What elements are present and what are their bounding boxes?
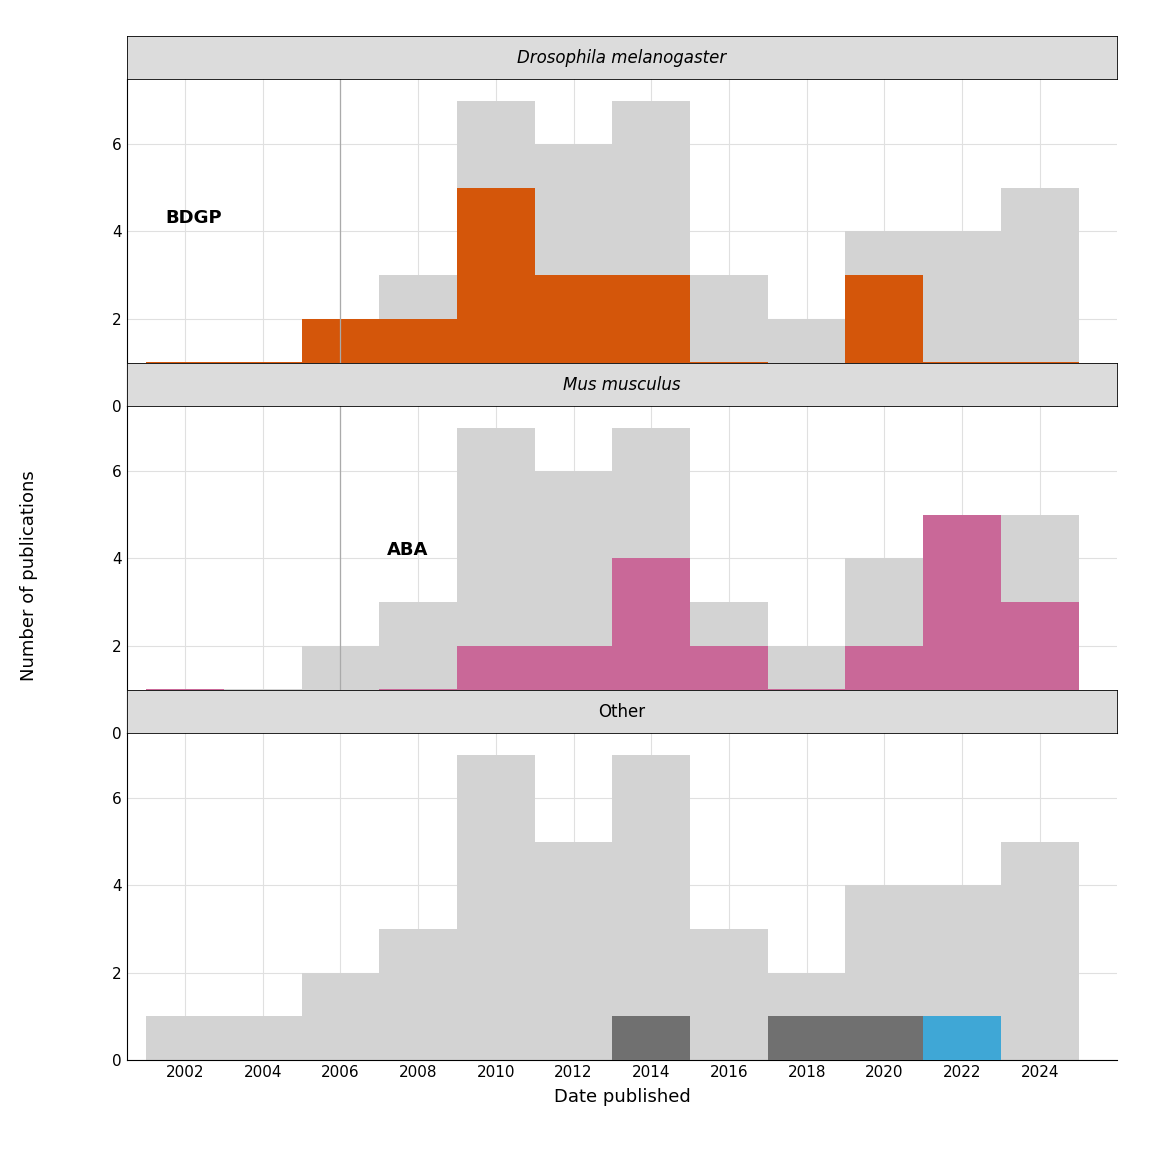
Bar (613, 100, 690, 406)
Bar (457, 188, 535, 406)
Bar (146, 1016, 223, 1060)
Legend: Mus musculus, Drosophila melanogaster, Homo sapiens, Other: Mus musculus, Drosophila melanogaster, H… (235, 44, 1009, 82)
Bar (379, 689, 457, 733)
Bar (223, 362, 302, 406)
Bar (923, 515, 1001, 733)
Bar (223, 362, 302, 406)
Bar (767, 1016, 846, 1060)
Bar (146, 362, 223, 406)
Bar (690, 362, 767, 406)
Bar (846, 275, 923, 406)
Bar (923, 362, 1001, 406)
Bar (846, 232, 923, 406)
Bar (613, 1016, 690, 1060)
Bar (302, 319, 379, 406)
Bar (923, 559, 1001, 733)
Bar (767, 972, 846, 1060)
Bar (1001, 362, 1078, 406)
Bar (846, 1016, 923, 1060)
Bar (535, 144, 613, 406)
Bar (846, 645, 923, 733)
Bar (923, 232, 1001, 406)
Bar (146, 689, 223, 733)
Bar (223, 1016, 302, 1060)
Bar (535, 842, 613, 1060)
Bar (457, 755, 535, 1060)
Bar (846, 886, 923, 1060)
Bar (379, 319, 457, 406)
Bar (613, 559, 690, 733)
Bar (302, 319, 379, 406)
Bar (767, 689, 846, 733)
Bar (1001, 602, 1078, 733)
Bar (1001, 515, 1078, 733)
Bar (1001, 842, 1078, 1060)
Bar (535, 471, 613, 733)
Bar (146, 362, 223, 406)
Bar (379, 929, 457, 1060)
Bar (457, 645, 535, 733)
Bar (535, 645, 613, 733)
Bar (613, 427, 690, 733)
Bar (457, 100, 535, 406)
Bar (767, 319, 846, 406)
Bar (613, 755, 690, 1060)
Bar (457, 427, 535, 733)
Bar (535, 275, 613, 406)
X-axis label: Date published: Date published (554, 1087, 690, 1106)
Text: ABA: ABA (387, 540, 429, 559)
Bar (1001, 188, 1078, 406)
Bar (690, 645, 767, 733)
Bar (690, 275, 767, 406)
Bar (690, 929, 767, 1060)
Bar (690, 602, 767, 733)
Bar (223, 689, 302, 733)
Text: BDGP: BDGP (166, 210, 222, 227)
Bar (302, 645, 379, 733)
Bar (767, 645, 846, 733)
Bar (302, 972, 379, 1060)
Bar (379, 275, 457, 406)
Bar (923, 886, 1001, 1060)
Bar (146, 689, 223, 733)
Bar (379, 602, 457, 733)
Text: Number of publications: Number of publications (20, 471, 38, 681)
Bar (846, 559, 923, 733)
Bar (923, 1016, 1001, 1060)
Bar (613, 275, 690, 406)
